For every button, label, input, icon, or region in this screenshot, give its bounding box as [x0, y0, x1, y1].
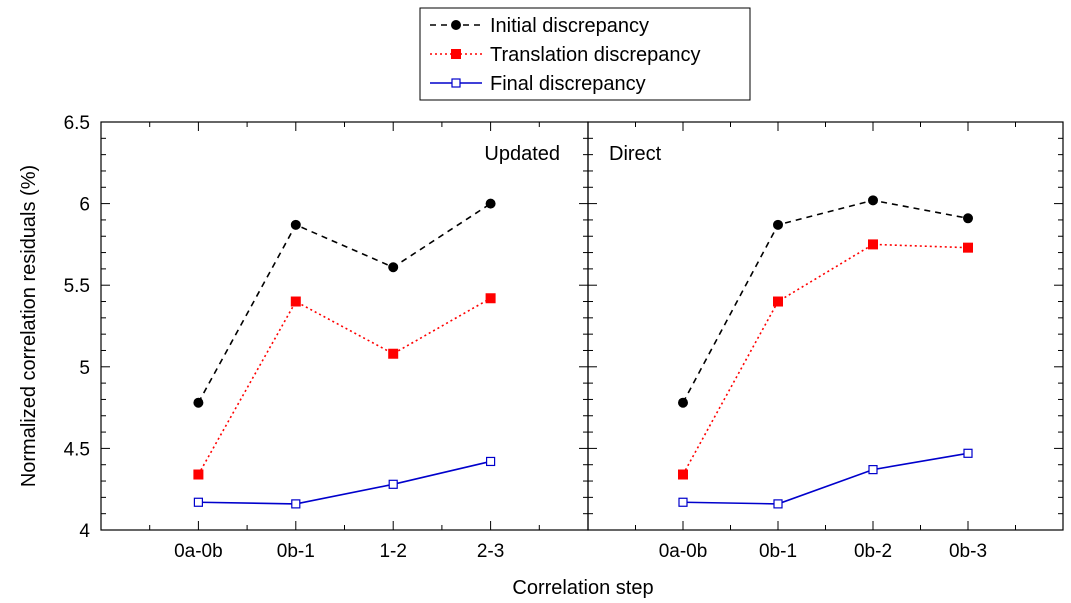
data-point [773, 499, 783, 509]
data-point [485, 198, 496, 209]
series-line-3-panel-1 [198, 460, 491, 505]
y-tick-label: 5 [79, 358, 90, 379]
data-point [388, 348, 399, 359]
y-tick-label: 4.5 [64, 439, 90, 460]
data-point [678, 469, 688, 480]
x-tick-label: 0a-0b [659, 541, 708, 562]
series-line-2-panel-1 [197, 297, 491, 475]
panel-frame-2 [587, 121, 1064, 531]
data-point [486, 456, 496, 467]
data-point [773, 296, 783, 307]
y-axis-title: Normalized correlation residuals (%) [18, 165, 40, 487]
x-tick-label: 0b-1 [759, 541, 797, 562]
data-point [963, 213, 973, 224]
legend-marker [451, 20, 461, 30]
legend-entry: Initial discrepancy [490, 15, 649, 37]
x-tick-label: 1-2 [379, 541, 406, 562]
data-point [678, 497, 688, 507]
x-tick-label: 0a-0b [174, 541, 223, 562]
data-point [290, 296, 301, 307]
legend-entry: Translation discrepancy [490, 44, 700, 66]
data-point [291, 499, 301, 509]
series-line-1-panel-1 [197, 202, 492, 404]
y-tick-label: 6.5 [64, 113, 90, 134]
data-point [485, 293, 496, 304]
y-tick-label: 6 [79, 195, 90, 216]
data-point [963, 242, 973, 253]
x-tick-label: 0b-1 [277, 541, 315, 562]
data-point [388, 479, 398, 489]
panel-label-updated: Updated [484, 143, 560, 165]
data-point [193, 397, 204, 408]
legend-marker [451, 78, 461, 88]
legend-marker [451, 49, 461, 59]
x-tick-label: 2-3 [477, 541, 504, 562]
data-point [678, 397, 688, 408]
y-tick-label: 5.5 [64, 276, 90, 297]
y-tick-label: 4 [79, 521, 90, 542]
x-tick-label: 0b-3 [949, 541, 987, 562]
data-point [388, 262, 399, 273]
data-point [868, 195, 878, 206]
data-point [193, 497, 203, 507]
data-point [193, 469, 204, 480]
panel-frame-1 [100, 121, 589, 531]
x-axis-title: Correlation step [512, 577, 653, 599]
data-point [868, 465, 878, 475]
data-point [290, 219, 301, 230]
data-point [963, 448, 973, 458]
data-point [773, 219, 783, 230]
x-tick-label: 0b-2 [854, 541, 892, 562]
legend-entry: Final discrepancy [490, 73, 646, 95]
series-line-1-panel-2 [682, 199, 969, 404]
series-line-2-panel-2 [682, 243, 969, 475]
panel-label-direct: Direct [609, 143, 662, 165]
data-point [868, 239, 878, 250]
series-line-3-panel-2 [682, 452, 969, 505]
